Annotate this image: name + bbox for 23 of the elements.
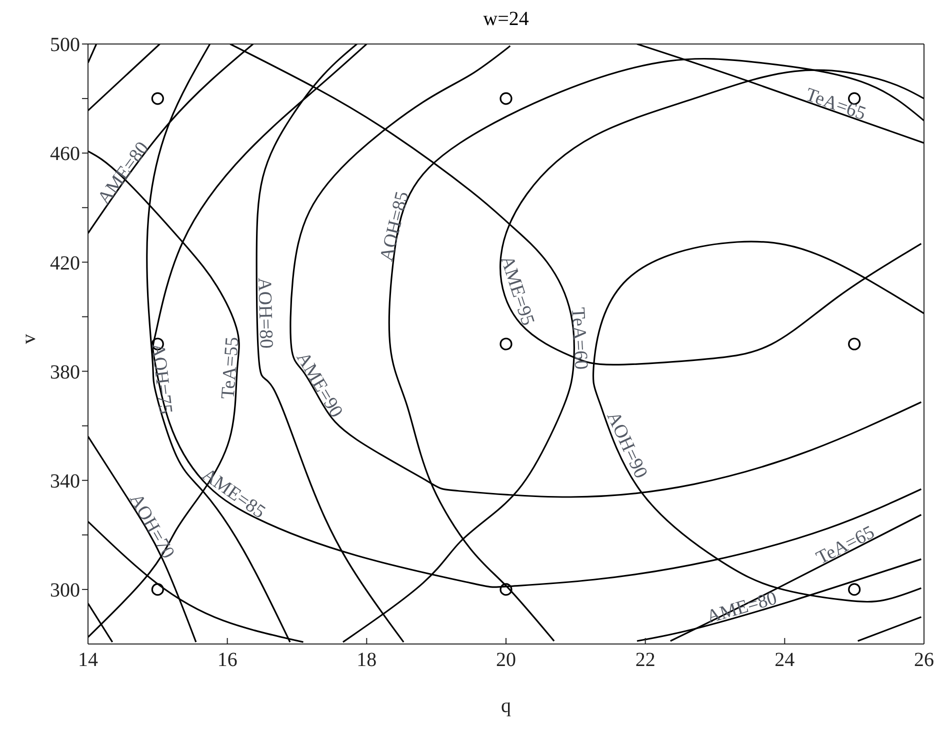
y-tick-label: 340	[50, 470, 80, 492]
x-tick-label: 24	[774, 649, 795, 672]
x-tick-label: 16	[217, 649, 238, 672]
x-tick-label: 20	[496, 649, 516, 672]
y-tick-label: 420	[50, 252, 80, 274]
y-tick-label: 460	[50, 143, 80, 166]
text: AOH=85	[376, 189, 414, 264]
text: AOH=75	[146, 342, 176, 416]
x-tick-label: 18	[356, 649, 377, 672]
text: TeA=60	[566, 306, 592, 370]
text: AOH=80	[254, 277, 276, 349]
x-tick-label: 22	[635, 649, 656, 672]
y-tick-label: 300	[50, 580, 80, 602]
text: TeA=65	[802, 84, 868, 125]
chart-title: w=24	[482, 8, 530, 32]
y-tick-label: 380	[50, 361, 80, 384]
text: TeA=55	[218, 336, 244, 400]
x-tick-label: 14	[78, 649, 98, 672]
text: AME=80	[704, 588, 780, 628]
x-tick-label: 26	[914, 649, 934, 672]
x-axis-title: q	[501, 695, 511, 717]
y-tick-label: 500	[50, 34, 80, 56]
y-axis-title: v	[18, 334, 40, 344]
